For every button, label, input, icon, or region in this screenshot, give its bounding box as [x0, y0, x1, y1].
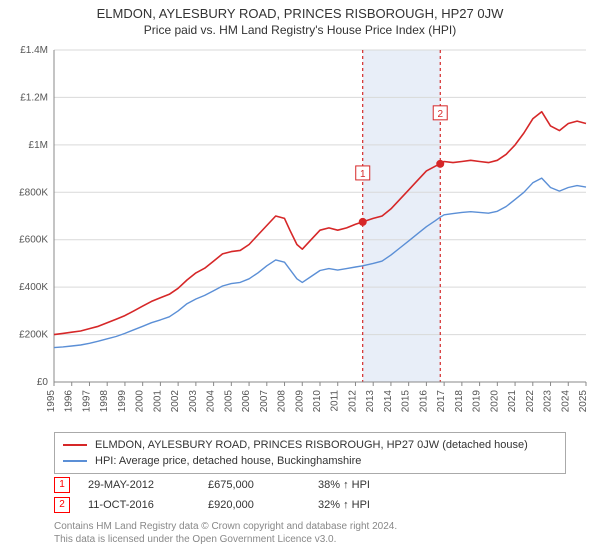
svg-text:1997: 1997	[81, 390, 92, 413]
svg-text:2019: 2019	[472, 390, 483, 413]
legend-label-property: ELMDON, AYLESBURY ROAD, PRINCES RISBOROU…	[95, 439, 528, 451]
svg-text:2024: 2024	[560, 390, 571, 413]
svg-text:2010: 2010	[312, 390, 323, 413]
svg-text:£600K: £600K	[19, 235, 48, 246]
event-marker-1: 1	[54, 477, 70, 493]
chart-title: ELMDON, AYLESBURY ROAD, PRINCES RISBOROU…	[0, 0, 600, 21]
svg-text:£1M: £1M	[29, 140, 48, 151]
svg-text:£400K: £400K	[19, 282, 48, 293]
svg-text:2002: 2002	[170, 390, 181, 413]
svg-text:2: 2	[437, 109, 443, 120]
svg-text:1998: 1998	[99, 390, 110, 413]
svg-text:2007: 2007	[259, 390, 270, 413]
legend-row-property: ELMDON, AYLESBURY ROAD, PRINCES RISBOROU…	[63, 437, 557, 453]
svg-text:2017: 2017	[436, 390, 447, 413]
event-date-1: 29-MAY-2012	[88, 479, 208, 491]
svg-text:2023: 2023	[543, 390, 554, 413]
event-price-1: £675,000	[208, 479, 318, 491]
price-chart: £0 £200K £400K £600K £800K £1M £1.2M £1.4M 1995 1…	[0, 44, 600, 428]
event-pct-2: 32% ↑ HPI	[318, 499, 370, 511]
event-row-2: 2 11-OCT-2016 £920,000 32% ↑ HPI	[54, 495, 554, 515]
event-date-2: 11-OCT-2016	[88, 499, 208, 511]
svg-text:2012: 2012	[347, 390, 358, 413]
svg-text:2003: 2003	[188, 390, 199, 413]
svg-text:2011: 2011	[330, 390, 341, 412]
svg-text:2021: 2021	[507, 390, 518, 413]
svg-text:2000: 2000	[135, 390, 146, 413]
svg-text:2009: 2009	[294, 390, 305, 413]
svg-text:2013: 2013	[365, 390, 376, 413]
legend-swatch-hpi	[63, 460, 87, 462]
event-pct-1: 38% ↑ HPI	[318, 479, 370, 491]
svg-text:£200K: £200K	[19, 330, 48, 341]
svg-text:2018: 2018	[454, 390, 465, 413]
svg-text:2020: 2020	[489, 390, 500, 413]
svg-text:2025: 2025	[578, 390, 589, 413]
legend-swatch-property	[63, 444, 87, 446]
svg-text:2001: 2001	[152, 390, 163, 413]
svg-text:2015: 2015	[401, 390, 412, 413]
svg-text:2004: 2004	[206, 390, 217, 413]
chart-subtitle: Price paid vs. HM Land Registry's House …	[0, 23, 600, 37]
footer-attribution: Contains HM Land Registry data © Crown c…	[54, 520, 397, 546]
footer-line-1: Contains HM Land Registry data © Crown c…	[54, 520, 397, 533]
svg-text:2016: 2016	[418, 390, 429, 413]
legend-label-hpi: HPI: Average price, detached house, Buck…	[95, 455, 361, 467]
event-price-2: £920,000	[208, 499, 318, 511]
svg-text:£800K: £800K	[19, 187, 48, 198]
sale-events: 1 29-MAY-2012 £675,000 38% ↑ HPI 2 11-OC…	[54, 475, 554, 515]
svg-text:1995: 1995	[46, 390, 57, 413]
svg-text:1996: 1996	[64, 390, 75, 413]
svg-text:£1.2M: £1.2M	[20, 92, 48, 103]
legend: ELMDON, AYLESBURY ROAD, PRINCES RISBOROU…	[54, 432, 566, 474]
legend-row-hpi: HPI: Average price, detached house, Buck…	[63, 453, 557, 469]
svg-text:1: 1	[360, 169, 366, 180]
svg-text:2014: 2014	[383, 390, 394, 413]
svg-text:2006: 2006	[241, 390, 252, 413]
svg-text:2008: 2008	[277, 390, 288, 413]
svg-text:2022: 2022	[525, 390, 536, 413]
svg-text:£1.4M: £1.4M	[20, 45, 48, 56]
svg-text:£0: £0	[37, 377, 49, 388]
svg-text:2005: 2005	[223, 390, 234, 413]
footer-line-2: This data is licensed under the Open Gov…	[54, 533, 397, 546]
event-marker-2: 2	[54, 497, 70, 513]
svg-text:1999: 1999	[117, 390, 128, 413]
event-row-1: 1 29-MAY-2012 £675,000 38% ↑ HPI	[54, 475, 554, 495]
